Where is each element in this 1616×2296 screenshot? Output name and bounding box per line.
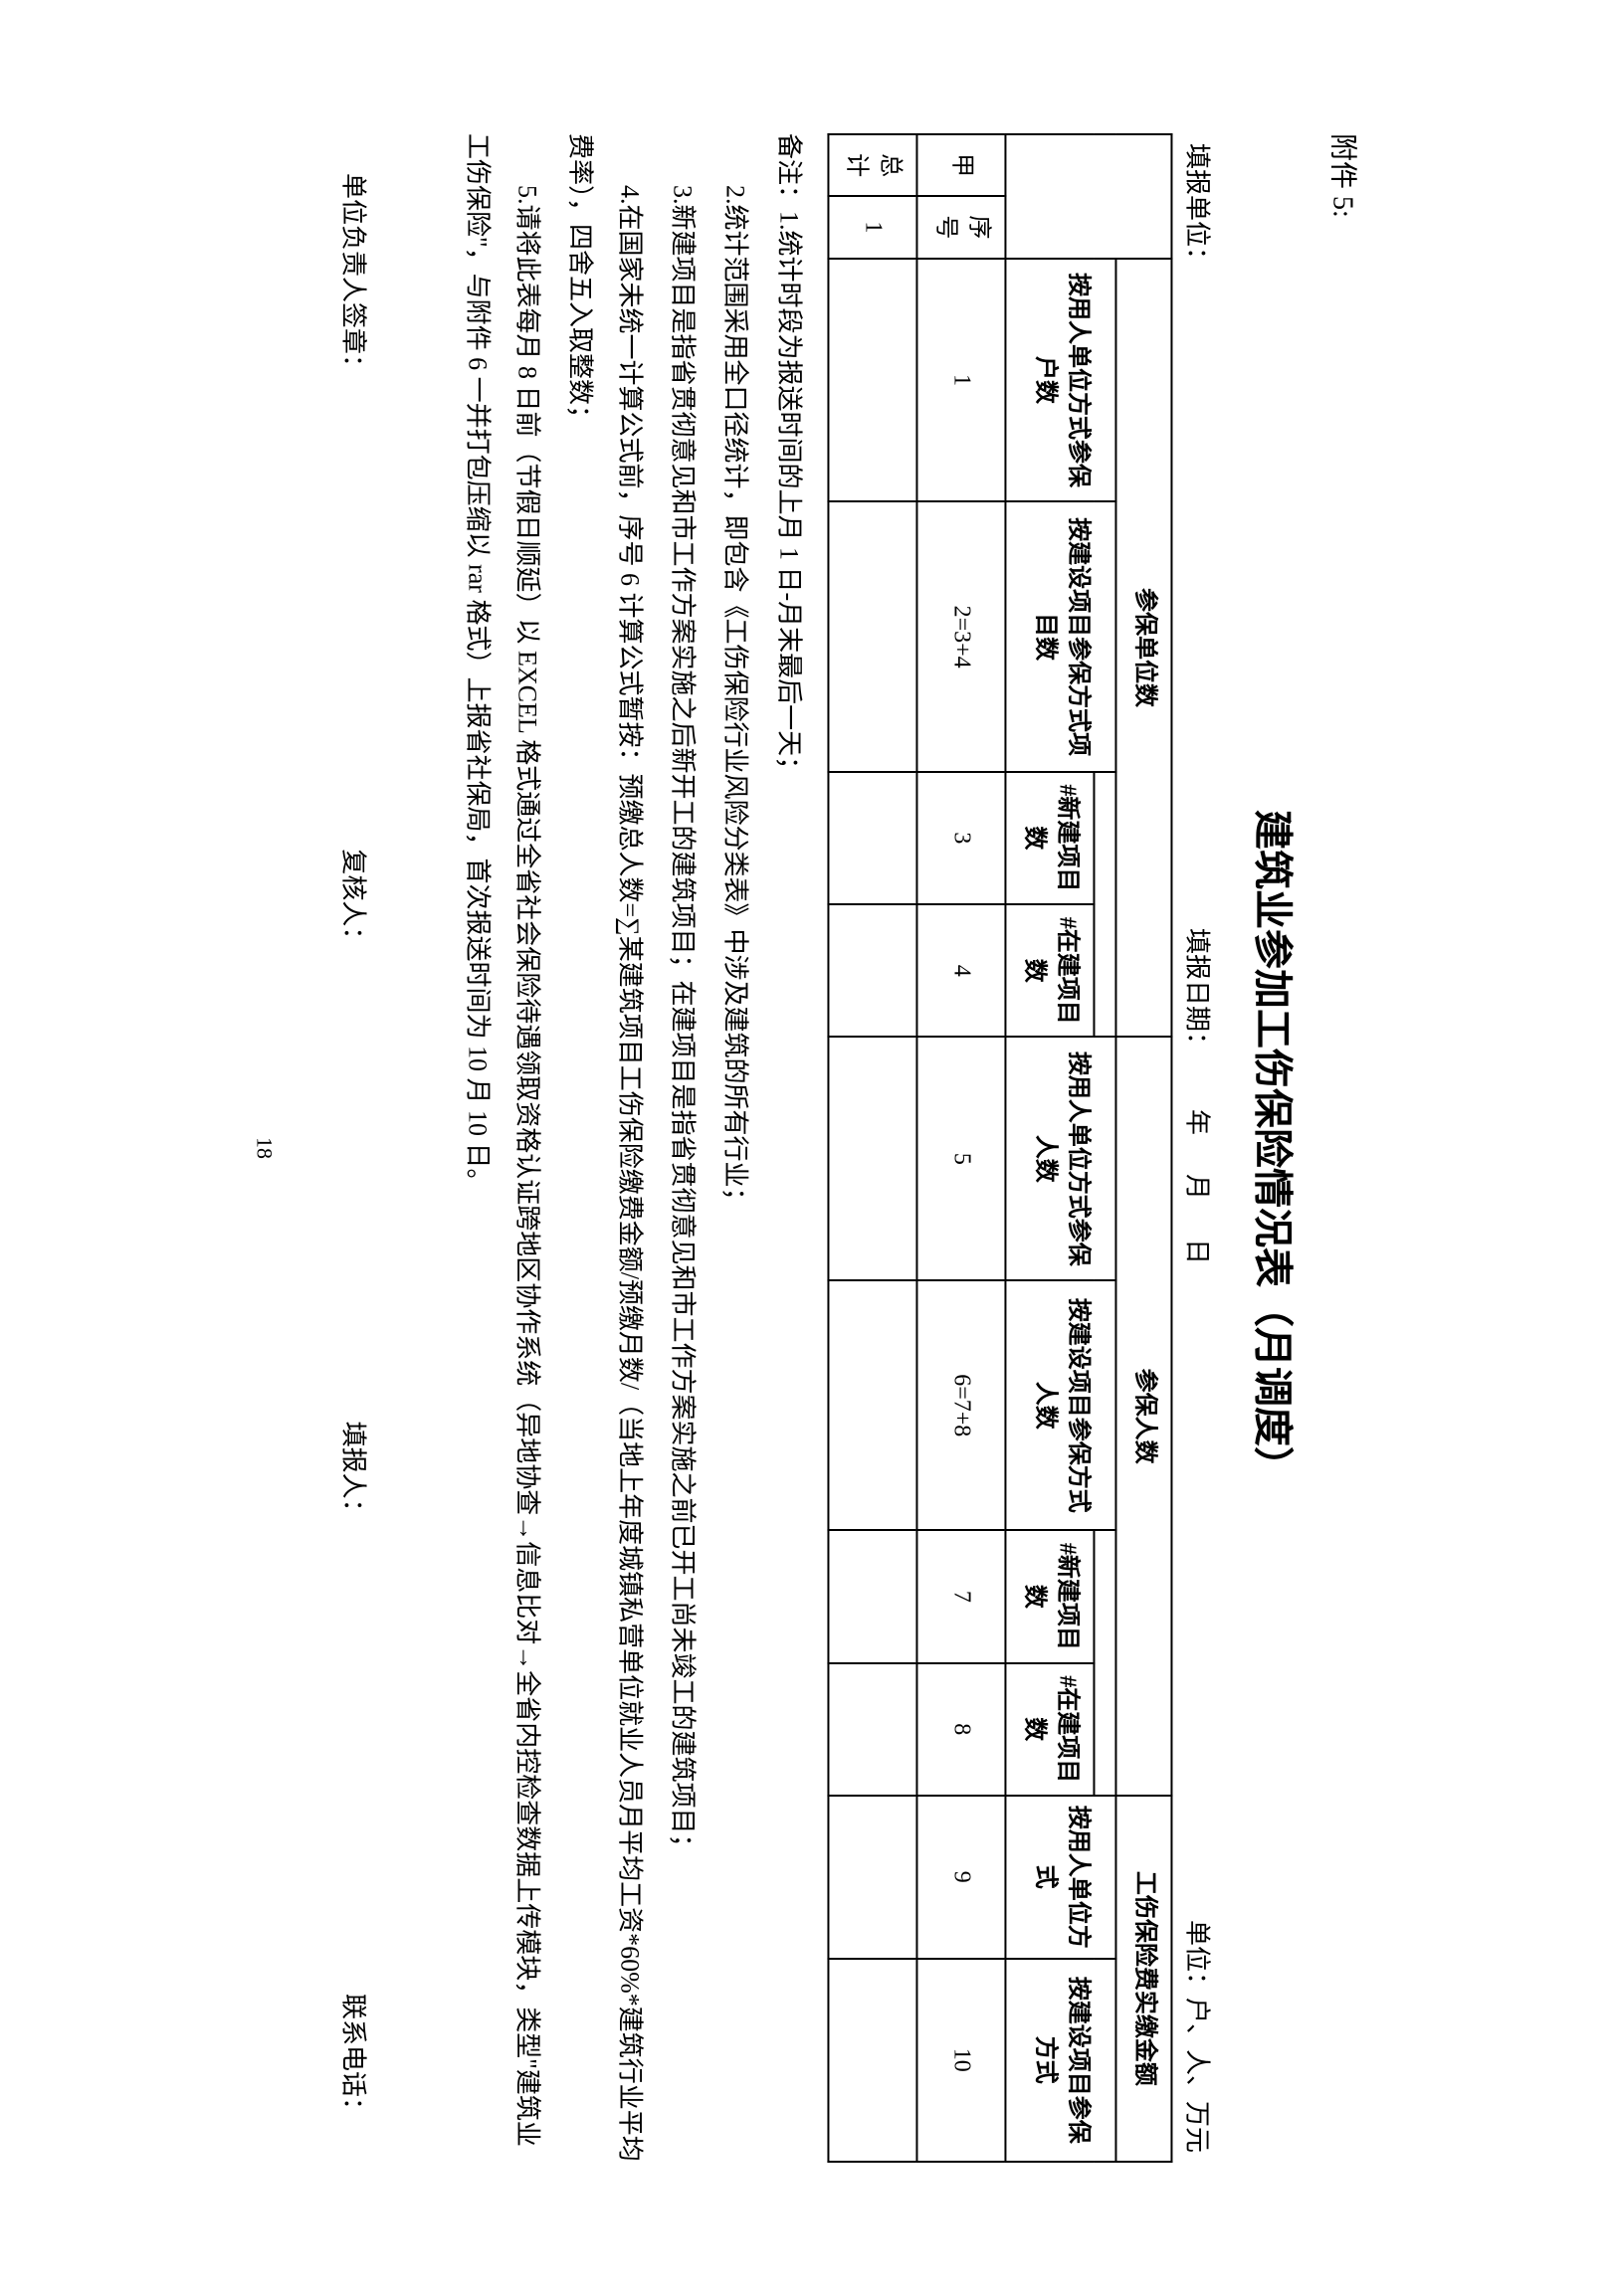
- reviewer-label: 复核人：: [337, 849, 374, 952]
- seq-label: 序号: [916, 196, 1005, 258]
- notes-block: 备注：1.统计时段为报送时间的上月 1 日-月末最后一天； 2.统计范围采用全口…: [454, 133, 814, 2163]
- meta-row: 填报单位： 填报日期： 年 月 日 单位：户、人、万元: [1180, 133, 1217, 2163]
- header-row-2: 按用人单位方式参保户数 按建设项目参保方式项目数 按用人单位方式参保人数 按建设…: [1095, 134, 1116, 2162]
- note-4: 4.在国家未统一计算公式前，序号 6 计算公式暂按：预缴总人数=∑某建筑项目工伤…: [555, 133, 654, 2163]
- page-number: 18: [252, 133, 278, 2163]
- note-1: 备注：1.统计时段为报送时间的上月 1 日-月末最后一天；: [764, 133, 813, 2163]
- fee-group-header: 工伤保险费实缴金额: [1116, 1796, 1172, 2162]
- col-8: 8: [916, 1663, 1005, 1796]
- cell: [828, 1037, 916, 1280]
- header-row-1: 参保单位数 参保人数 工伤保险费实缴金额: [1116, 134, 1172, 2162]
- col-7: 7: [916, 1530, 1005, 1662]
- filler-unit: 填报单位：: [1180, 143, 1217, 273]
- page-title: 建筑业参加工伤保险情况表（月调度）: [1247, 133, 1305, 2163]
- attachment-label: 附件 5:: [1324, 133, 1364, 2163]
- new-proj-units-header: #新建项目数: [1006, 772, 1095, 904]
- row-seq-1: 1: [828, 196, 916, 258]
- cell: [828, 259, 916, 502]
- leader-sign-label: 单位负责人签章：: [337, 173, 374, 380]
- cell: [828, 1959, 916, 2162]
- ongoing-proj-units-header: #在建项目数: [1006, 904, 1095, 1037]
- col-10: 10: [916, 1959, 1005, 2162]
- column-number-row: 甲 序号 1 2=3+4 3 4 5 6=7+8 7 8 9 10: [916, 134, 1005, 2162]
- cell: [828, 1530, 916, 1662]
- col-6: 6=7+8: [916, 1280, 1005, 1530]
- col-3: 3: [916, 772, 1005, 904]
- col-5: 5: [916, 1037, 1005, 1280]
- cell: [828, 904, 916, 1037]
- year-label: 年: [1182, 1109, 1211, 1135]
- month-label: 月: [1182, 1174, 1211, 1200]
- col-2: 2=3+4: [916, 501, 1005, 771]
- total-label: 总计: [828, 134, 916, 196]
- fee-by-employer-header: 按用人单位方式: [1006, 1796, 1116, 1959]
- fill-date: 填报日期： 年 月 日: [1180, 928, 1217, 1264]
- fee-by-project-header: 按建设项目参保方式: [1006, 1959, 1116, 2162]
- data-table: 参保单位数 参保人数 工伤保险费实缴金额 按用人单位方式参保户数 按建设项目参保…: [827, 133, 1172, 2163]
- new-proj-people-header: #新建项目数: [1006, 1530, 1095, 1662]
- note-5: 5.请将此表每月 8 日前（节假日顺延）以 EXCEL 格式通过全省社会保险待遇…: [454, 133, 552, 2163]
- by-project-people-header: 按建设项目参保方式人数: [1006, 1280, 1116, 1530]
- cell: [828, 1663, 916, 1796]
- col-1: 1: [916, 259, 1005, 502]
- note-2: 2.统计范围采用全口径统计，即包含《工伤保险行业风险分类表》中涉及建筑的所有行业…: [711, 133, 760, 2163]
- fill-date-label: 填报日期：: [1182, 928, 1211, 1057]
- signature-row: 单位负责人签章： 复核人： 填报人： 联系电话：: [337, 133, 374, 2163]
- unit-label: 单位：户、人、万元: [1180, 1920, 1217, 2153]
- note-3: 3.新建项目是指省贯彻意见和市工作方案实施之后新开工的建筑项目；在建项目是指省贯…: [658, 133, 707, 2163]
- cell: [828, 501, 916, 771]
- people-group-header: 参保人数: [1116, 1037, 1172, 1796]
- units-group-header: 参保单位数: [1116, 259, 1172, 1038]
- by-employer-units-header: 按用人单位方式参保户数: [1006, 259, 1116, 502]
- data-row-total: 总计 1: [828, 134, 916, 2162]
- phone-label: 联系电话：: [337, 1994, 374, 2123]
- by-project-units-header: 按建设项目参保方式项目数: [1006, 501, 1116, 771]
- row-label-jia: 甲: [916, 134, 1005, 196]
- day-label: 日: [1182, 1239, 1211, 1264]
- col-9: 9: [916, 1796, 1005, 1959]
- col-4: 4: [916, 904, 1005, 1037]
- ongoing-proj-people-header: #在建项目数: [1006, 1663, 1095, 1796]
- cell: [828, 1796, 916, 1959]
- cell: [828, 1280, 916, 1530]
- filler-label: 填报人：: [337, 1422, 374, 1525]
- by-employer-people-header: 按用人单位方式参保人数: [1006, 1037, 1116, 1280]
- cell: [828, 772, 916, 904]
